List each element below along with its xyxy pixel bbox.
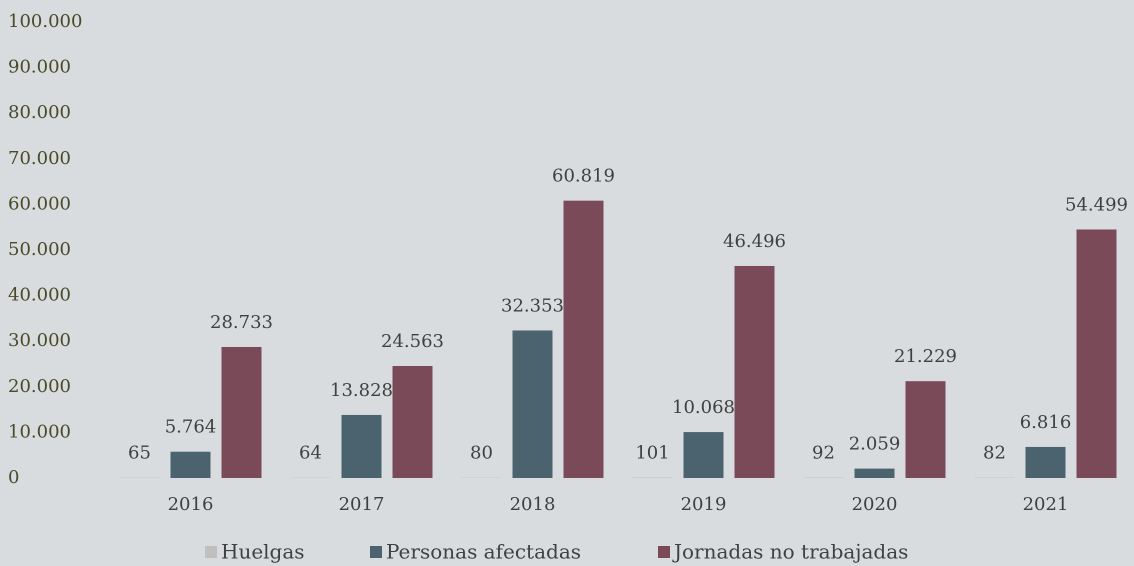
data-label: 6.816 <box>1020 412 1072 433</box>
bar <box>683 432 724 478</box>
x-tick-label: 2017 <box>339 494 385 515</box>
y-tick-label: 10.000 <box>8 421 71 442</box>
legend-marker <box>370 546 382 558</box>
legend-label: Jornadas no trabajadas <box>672 540 908 564</box>
data-label: 54.499 <box>1065 194 1128 215</box>
bar <box>734 265 775 478</box>
data-label: 82 <box>983 443 1006 464</box>
bar <box>392 365 433 478</box>
y-tick-label: 90.000 <box>8 57 71 78</box>
bar <box>512 330 553 478</box>
data-label: 46.496 <box>723 231 786 252</box>
data-label: 80 <box>470 443 493 464</box>
data-label: 32.353 <box>501 295 564 316</box>
y-tick-label: 20.000 <box>8 376 71 397</box>
x-tick-label: 2020 <box>852 494 898 515</box>
bar <box>221 346 262 478</box>
data-label: 28.733 <box>210 312 273 333</box>
data-label: 24.563 <box>381 331 444 352</box>
x-tick-label: 2019 <box>681 494 727 515</box>
data-label: 64 <box>299 443 322 464</box>
x-tick-label: 2021 <box>1023 494 1069 515</box>
bar <box>170 451 211 478</box>
data-label: 60.819 <box>552 166 615 187</box>
bar <box>905 381 946 478</box>
legend-marker <box>658 546 670 558</box>
data-label: 2.059 <box>849 434 901 455</box>
x-tick-label: 2016 <box>168 494 214 515</box>
data-label: 92 <box>812 443 835 464</box>
y-tick-label: 80.000 <box>8 102 71 123</box>
y-tick-label: 70.000 <box>8 148 71 169</box>
legend-marker <box>205 546 217 558</box>
y-tick-label: 30.000 <box>8 330 71 351</box>
bar <box>1076 229 1117 478</box>
bar <box>341 414 382 478</box>
bar <box>854 468 895 478</box>
legend-label: Huelgas <box>221 540 305 564</box>
data-label: 65 <box>128 443 151 464</box>
y-tick-label: 40.000 <box>8 285 71 306</box>
bar <box>563 200 604 479</box>
y-tick-label: 50.000 <box>8 239 71 260</box>
data-label: 101 <box>635 443 669 464</box>
data-label: 10.068 <box>672 397 735 418</box>
data-label: 5.764 <box>165 417 217 438</box>
y-tick-label: 100.000 <box>8 11 82 32</box>
data-label: 21.229 <box>894 346 957 367</box>
data-label: 13.828 <box>330 380 393 401</box>
y-tick-label: 60.000 <box>8 193 71 214</box>
y-tick-label: 0 <box>8 467 19 488</box>
bar <box>1025 446 1066 478</box>
x-tick-label: 2018 <box>510 494 556 515</box>
legend-label: Personas afectadas <box>386 540 581 564</box>
